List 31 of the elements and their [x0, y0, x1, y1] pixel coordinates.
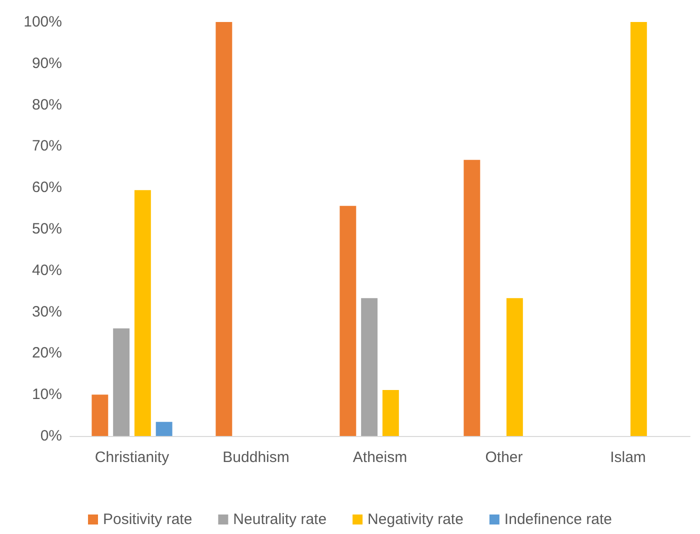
- x-tick-label: Buddhism: [222, 449, 290, 466]
- bar: [464, 160, 480, 436]
- bar: [216, 22, 232, 436]
- y-tick-label: 90%: [32, 54, 62, 72]
- bar: [506, 298, 523, 436]
- legend-label: Positivity rate: [102, 511, 192, 528]
- y-tick-label: 60%: [32, 179, 62, 196]
- legend-label: Indefinence rate: [504, 511, 612, 528]
- y-tick-label: 100%: [24, 14, 62, 30]
- legend-label: Negativity rate: [368, 511, 464, 528]
- bar: [382, 390, 399, 436]
- y-tick-label: 70%: [32, 138, 62, 155]
- x-tick-label: Islam: [610, 449, 646, 466]
- bar: [113, 328, 130, 436]
- y-tick-label: 40%: [32, 262, 62, 279]
- bar: [134, 190, 151, 436]
- legend-label: Neutrality rate: [233, 511, 327, 528]
- bar: [340, 206, 356, 436]
- y-tick-label: 30%: [32, 303, 62, 320]
- bar: [92, 394, 108, 436]
- x-tick-label: Christianity: [94, 449, 170, 466]
- y-tick-label: 80%: [32, 96, 62, 114]
- x-tick-label: Atheism: [352, 449, 408, 466]
- x-tick-label: Other: [485, 449, 523, 466]
- bar: [630, 22, 647, 436]
- y-tick-label: 10%: [32, 386, 62, 404]
- bar: [156, 422, 172, 436]
- y-tick-label: 20%: [32, 344, 62, 362]
- bar: [361, 298, 378, 436]
- y-tick-label: 0%: [40, 428, 62, 444]
- y-tick-label: 50%: [32, 220, 62, 238]
